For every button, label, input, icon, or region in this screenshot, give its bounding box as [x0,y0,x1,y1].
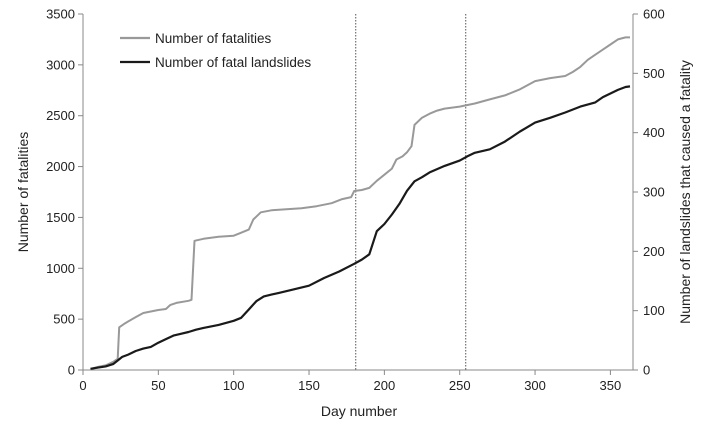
x-tick-label: 50 [151,378,165,393]
x-tick-label: 200 [374,378,396,393]
reference-lines [355,14,467,370]
series-line-fatalities [90,36,630,370]
y-left-tick-label: 1000 [46,261,75,276]
x-axis-title: Day number [321,403,398,419]
y-left-tick-label: 3500 [46,7,75,22]
y-left-tick-label: 3000 [46,57,75,72]
y-left-tick-label: 2000 [46,159,75,174]
legend-label-fatalities: Number of fatalities [155,31,272,46]
y-right-tick-label: 200 [643,244,665,259]
y-right-tick-label: 400 [643,125,665,140]
x-tick-label: 150 [298,378,320,393]
x-tick-label: 350 [600,378,622,393]
x-tick-label: 0 [79,378,86,393]
y-right-tick-label: 600 [643,7,665,22]
y-right-tick-label: 500 [643,66,665,81]
x-tick-label: 250 [449,378,471,393]
y-right-tick-label: 300 [643,185,665,200]
y-left-tick-label: 2500 [46,108,75,123]
legend: Number of fatalities Number of fatal lan… [120,31,311,70]
legend-label-landslides: Number of fatal landslides [155,55,311,70]
x-tick-labels: 0 50 100 150 200 250 300 350 [79,378,621,393]
y-right-tick-labels: 0 100 200 300 400 500 600 [643,7,665,378]
y-left-tick-labels: 0 500 1000 1500 2000 2500 3000 3500 [46,7,75,378]
y-right-tick-label: 0 [643,363,650,378]
x-tick-label: 300 [524,378,546,393]
series-line-fatal-landslides [90,85,631,370]
y-left-tick-label: 500 [53,312,75,327]
y-left-tick-label: 1500 [46,210,75,225]
y-right-tick-label: 100 [643,303,665,318]
y-left-axis-title: Number of fatalities [15,132,31,253]
y-left-tick-label: 0 [68,363,75,378]
x-tick-label: 100 [223,378,245,393]
series-layer [90,36,631,370]
y-right-axis-title: Number of landslides that caused a fatal… [677,60,693,324]
axes [78,13,638,375]
